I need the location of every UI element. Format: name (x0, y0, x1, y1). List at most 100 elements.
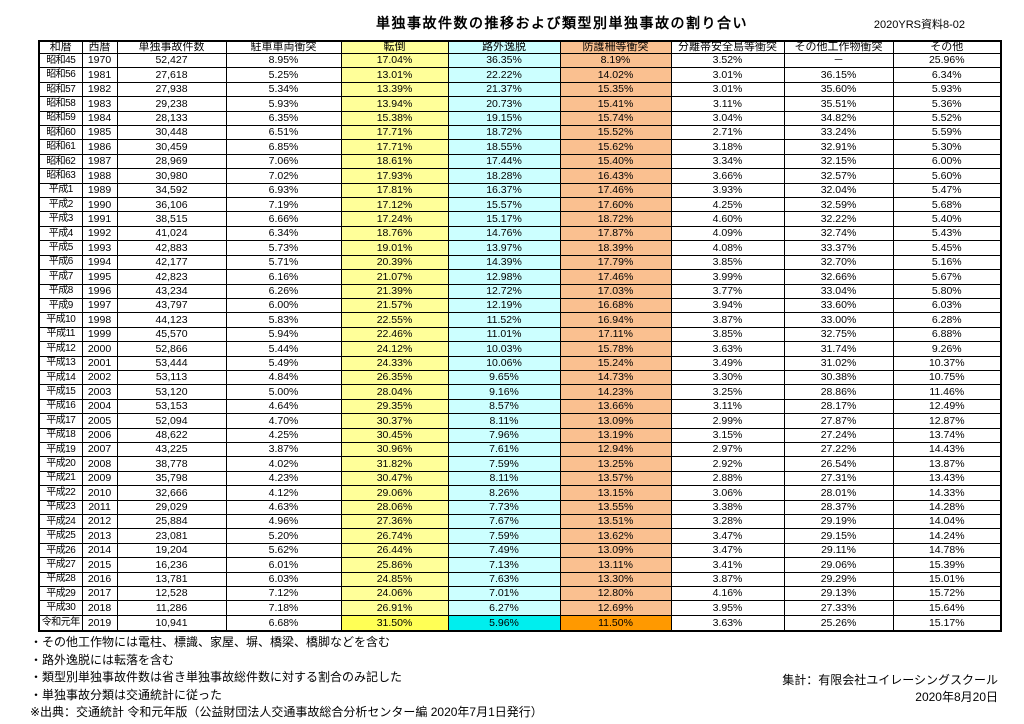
table-cell: 16.94% (559, 312, 672, 328)
table-cell: 30.96% (340, 441, 449, 458)
table-cell: 7.61% (447, 441, 561, 458)
table-cell: 17.93% (340, 168, 449, 184)
table-row: 平成4 1992 41,024 6.34% 18.76% 14.76% 17.87% 4.09… (38, 225, 1002, 242)
table-cell: 7.02% (225, 168, 342, 184)
table-cell: 2017 (81, 586, 118, 602)
table-cell: 5.45% (892, 240, 1002, 256)
table-cell: 28.06% (340, 499, 449, 516)
table-row: 昭和56 1981 27,618 5.25% 13.01% 22.22% 14.02% 3.0… (38, 67, 1002, 83)
table-cell: 3.87% (225, 441, 342, 458)
table-cell: 2014 (81, 542, 118, 559)
table-cell: 17.04% (340, 52, 449, 69)
table-cell: 平成10 (38, 312, 83, 328)
col-header-4: 転倒 (340, 40, 449, 54)
table-cell: 7.73% (447, 499, 561, 516)
table-cell: 2009 (81, 470, 118, 487)
table-cell: 8.11% (447, 470, 561, 487)
table-row: 平成6 1994 42,177 5.71% 20.39% 14.39% 17.79% 3.85… (38, 254, 1002, 271)
table-cell: 平成5 (38, 240, 83, 256)
table-row: 令和元年 2019 10,941 6.68% 31.50% 5.96% 11.50% 3.63… (38, 614, 1002, 632)
table-cell: 2.99% (670, 413, 785, 429)
table-row: 昭和45 1970 52,427 8.95% 17.04% 36.35% 8.19% 3.52… (38, 52, 1002, 69)
table-cell: 6.35% (225, 110, 342, 127)
table-cell: 32.70% (783, 254, 894, 271)
table-cell: 3.01% (670, 67, 785, 83)
table-cell: 35.60% (783, 81, 894, 98)
table-cell: 昭和59 (38, 110, 83, 127)
table-cell: 33.00% (783, 312, 894, 328)
table-cell: 31.50% (340, 614, 449, 632)
table-cell: 32.59% (783, 197, 894, 213)
table-row: 昭和57 1982 27,938 5.34% 13.39% 21.37% 15.35% 3.0… (38, 81, 1002, 98)
report-date: 2020年8月20日 (915, 690, 998, 704)
table-cell: 16,236 (116, 557, 227, 573)
table-cell: 15.41% (559, 96, 672, 112)
table-cell: 24.12% (340, 341, 449, 357)
table-cell: 15.38% (340, 110, 449, 127)
table-cell: 3.87% (670, 312, 785, 328)
table-cell: 5.59% (892, 125, 1002, 141)
table-cell: 12,528 (116, 586, 227, 602)
table-cell: 18.55% (447, 139, 561, 155)
table-cell: 18.39% (559, 240, 672, 256)
table-cell: 26.91% (340, 600, 449, 616)
table-cell: 平成7 (38, 269, 83, 285)
table-cell: 3.38% (670, 499, 785, 516)
table-cell: 3.47% (670, 528, 785, 544)
table-cell: 4.70% (225, 413, 342, 429)
table-cell: 28.01% (783, 485, 894, 501)
table-cell: 29.06% (340, 485, 449, 501)
table-cell: 20.73% (447, 96, 561, 112)
table-cell: 2.97% (670, 441, 785, 458)
table-cell: 3.94% (670, 297, 785, 314)
table-cell: 4.96% (225, 513, 342, 530)
table-cell: 平成23 (38, 499, 83, 516)
table-cell: 6.03% (892, 297, 1002, 314)
table-cell: 3.99% (670, 269, 785, 285)
table-cell: 13.74% (892, 427, 1002, 443)
table-cell: 42,883 (116, 240, 227, 256)
table-cell: 1983 (81, 96, 118, 112)
table-row: 平成2 1990 36,106 7.19% 17.12% 15.57% 17.60% 4.25… (38, 197, 1002, 213)
table-row: 昭和63 1988 30,980 7.02% 17.93% 18.28% 16.43% 3.6… (38, 168, 1002, 184)
table-cell: 5.67% (892, 269, 1002, 285)
table-row: 平成29 2017 12,528 7.12% 24.06% 7.01% 12.80% 4.16… (38, 586, 1002, 602)
table-cell: 34,592 (116, 182, 227, 199)
table-cell: 1982 (81, 81, 118, 98)
table-cell: 1970 (81, 52, 118, 69)
table-row: 平成12 2000 52,866 5.44% 24.12% 10.03% 15.78% 3.6… (38, 341, 1002, 357)
table-cell: 平成27 (38, 557, 83, 573)
table-cell: 17.71% (340, 139, 449, 155)
table-cell: 3.93% (670, 182, 785, 199)
doc-ref: 2020YRS資料8-02 (873, 19, 965, 31)
table-cell: 5.71% (225, 254, 342, 271)
table-row: 平成5 1993 42,883 5.73% 19.01% 13.97% 18.39% 4.08… (38, 240, 1002, 256)
table-cell: 1993 (81, 240, 118, 256)
note-line: ・単独事故分類は交通統計に従った (30, 687, 223, 702)
table-cell: 17.60% (559, 197, 672, 213)
table-cell: 14.33% (892, 485, 1002, 501)
table-cell: 29.11% (783, 542, 894, 559)
table-cell: 2016 (81, 571, 118, 588)
table-cell: 平成9 (38, 297, 83, 314)
table-cell: 32.75% (783, 326, 894, 343)
table-cell: 11.01% (447, 326, 561, 343)
table-cell: 32.15% (783, 153, 894, 170)
table-body: 昭和45 1970 52,427 8.95% 17.04% 36.35% 8.19% 3.52… (38, 52, 1002, 632)
table-cell: 1997 (81, 297, 118, 314)
table-cell: 43,225 (116, 441, 227, 458)
table-cell: 29,029 (116, 499, 227, 516)
table-cell: 5.93% (892, 81, 1002, 98)
table-cell: 平成30 (38, 600, 83, 616)
col-header-1: 西暦 (81, 40, 118, 54)
table-cell: 18.76% (340, 225, 449, 242)
table-cell: 平成15 (38, 384, 83, 400)
table-cell: 平成21 (38, 470, 83, 487)
table-cell: 13.62% (559, 528, 672, 544)
table-cell: 32.04% (783, 182, 894, 199)
table-cell: 30,980 (116, 168, 227, 184)
table-cell: 13.51% (559, 513, 672, 530)
table-row: 平成23 2011 29,029 4.63% 28.06% 7.73% 13.55% 3.38… (38, 499, 1002, 516)
table-cell: 3.11% (670, 96, 785, 112)
table-cell: 28.17% (783, 398, 894, 415)
